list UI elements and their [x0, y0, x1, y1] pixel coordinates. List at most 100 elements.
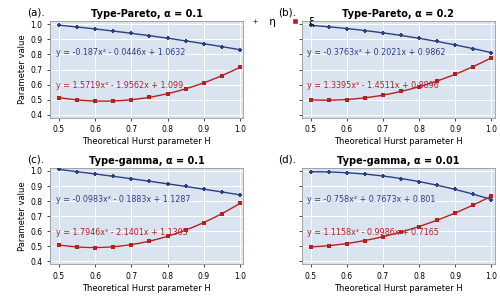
Point	[397, 33, 405, 38]
Point	[164, 181, 172, 186]
Point	[361, 28, 369, 33]
Point	[488, 194, 496, 199]
Point	[218, 44, 226, 49]
Point	[236, 201, 244, 206]
Point	[415, 36, 423, 41]
Point	[91, 26, 99, 31]
Text: (c).: (c).	[27, 154, 44, 164]
Title: Type-gamma, α = 0.1: Type-gamma, α = 0.1	[89, 156, 204, 166]
Point	[415, 84, 423, 89]
Point	[218, 73, 226, 78]
Point	[128, 97, 136, 102]
Point	[324, 24, 332, 29]
Point	[488, 55, 496, 60]
Point	[73, 169, 81, 174]
Point	[110, 29, 118, 33]
Point	[164, 91, 172, 96]
Text: y = -0.758x² + 0.7673x + 0.801: y = -0.758x² + 0.7673x + 0.801	[308, 195, 436, 204]
Point	[200, 81, 207, 85]
Point	[110, 98, 118, 103]
Point	[470, 64, 478, 69]
Text: (d).: (d).	[278, 154, 296, 164]
Title: Type-Pareto, α = 0.2: Type-Pareto, α = 0.2	[342, 9, 454, 19]
Point	[361, 95, 369, 100]
Point	[451, 187, 459, 192]
Text: y = 1.1158x² - 0.9986x + 0.7165: y = 1.1158x² - 0.9986x + 0.7165	[308, 228, 439, 237]
Point	[397, 176, 405, 181]
Point	[488, 197, 496, 202]
Legend:  η,  ξ: η, ξ	[240, 13, 320, 31]
Point	[451, 43, 459, 47]
Point	[200, 41, 207, 46]
Point	[397, 89, 405, 94]
Point	[200, 220, 207, 225]
Point	[164, 234, 172, 239]
Point	[306, 169, 314, 174]
Point	[397, 230, 405, 234]
Point	[110, 174, 118, 179]
Point	[361, 172, 369, 177]
Point	[306, 244, 314, 249]
Point	[470, 46, 478, 51]
Point	[415, 224, 423, 229]
X-axis label: Theoretical Hurst parameter H: Theoretical Hurst parameter H	[82, 137, 211, 146]
Text: (a).: (a).	[27, 7, 44, 17]
Point	[73, 244, 81, 249]
Point	[91, 245, 99, 250]
X-axis label: Theoretical Hurst parameter H: Theoretical Hurst parameter H	[334, 284, 462, 293]
Point	[146, 33, 154, 38]
Point	[218, 189, 226, 194]
Point	[182, 86, 190, 91]
Point	[55, 23, 63, 28]
Point	[146, 95, 154, 100]
Point	[379, 234, 387, 239]
Point	[324, 243, 332, 248]
Point	[433, 39, 441, 44]
Point	[488, 50, 496, 55]
Text: y = 1.3395x² - 1.4511x + 0.8896: y = 1.3395x² - 1.4511x + 0.8896	[308, 81, 439, 90]
Point	[379, 30, 387, 35]
Text: y = 1.5719x² - 1.9562x + 1.099: y = 1.5719x² - 1.9562x + 1.099	[56, 81, 183, 90]
Point	[451, 211, 459, 216]
Text: (b).: (b).	[278, 7, 296, 17]
Point	[73, 25, 81, 29]
Point	[164, 36, 172, 41]
Point	[182, 184, 190, 189]
Point	[306, 97, 314, 102]
Title: Type-Pareto, α = 0.1: Type-Pareto, α = 0.1	[91, 9, 202, 19]
Point	[128, 176, 136, 181]
Point	[146, 179, 154, 184]
Point	[55, 243, 63, 247]
Point	[236, 192, 244, 197]
Text: y = -0.187x² - 0.0446x + 1.0632: y = -0.187x² - 0.0446x + 1.0632	[56, 48, 185, 57]
Point	[146, 239, 154, 244]
Point	[306, 23, 314, 28]
Point	[110, 244, 118, 249]
Point	[218, 211, 226, 216]
Point	[470, 192, 478, 197]
Point	[342, 26, 350, 31]
Point	[324, 98, 332, 103]
Point	[324, 170, 332, 174]
Point	[379, 174, 387, 178]
Point	[200, 187, 207, 192]
Point	[361, 238, 369, 243]
Point	[379, 93, 387, 98]
Point	[433, 78, 441, 83]
Text: y = -0.0983x² - 0.1883x + 1.1287: y = -0.0983x² - 0.1883x + 1.1287	[56, 195, 190, 204]
Y-axis label: Parameter value: Parameter value	[18, 35, 28, 104]
X-axis label: Theoretical Hurst parameter H: Theoretical Hurst parameter H	[82, 284, 211, 293]
Title: Type-gamma, α = 0.01: Type-gamma, α = 0.01	[337, 156, 460, 166]
Point	[73, 98, 81, 102]
Point	[433, 218, 441, 223]
Point	[470, 202, 478, 207]
X-axis label: Theoretical Hurst parameter H: Theoretical Hurst parameter H	[334, 137, 462, 146]
Point	[128, 31, 136, 36]
Point	[182, 228, 190, 233]
Point	[91, 171, 99, 176]
Text: y = -0.3763x² + 0.2021x + 0.9862: y = -0.3763x² + 0.2021x + 0.9862	[308, 48, 446, 57]
Point	[342, 241, 350, 246]
Point	[415, 179, 423, 184]
Point	[236, 47, 244, 52]
Point	[55, 167, 63, 172]
